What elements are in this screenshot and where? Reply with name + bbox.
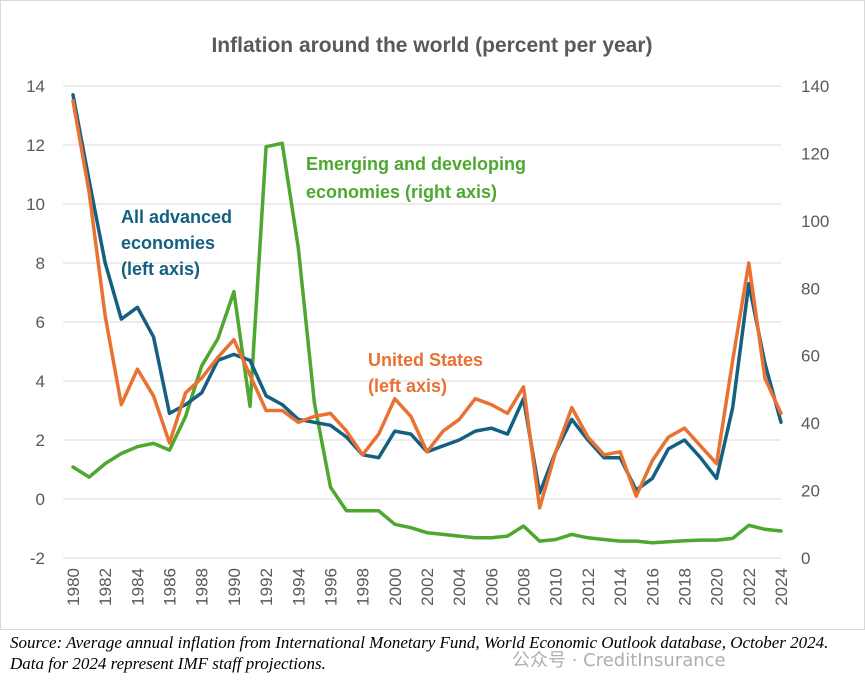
- series-lines: [71, 93, 783, 545]
- x-tick-label: 1996: [321, 568, 340, 606]
- x-tick-label: 1994: [289, 568, 308, 606]
- right-axis-ticks: 0 20 40 60 80 100 120 140: [801, 77, 829, 568]
- source-note: Source: Average annual inflation from In…: [10, 633, 829, 673]
- us-label-line-2: (left axis): [368, 376, 447, 396]
- x-tick-label: 2016: [643, 568, 662, 606]
- x-tick-label: 2002: [418, 568, 437, 606]
- left-tick-label: 8: [36, 254, 45, 273]
- left-tick-label: 2: [36, 431, 45, 450]
- watermark: 公众号 · CreditInsurance: [512, 650, 726, 671]
- x-tick-label: 2006: [482, 568, 501, 606]
- us-label: United States (left axis): [368, 350, 488, 396]
- left-axis-ticks: -2 0 2 4 6 8 10 12 14: [26, 77, 45, 568]
- advanced-label: All advanced economies (left axis): [121, 207, 237, 279]
- emerging-label-line-1: Emerging and developing: [306, 154, 526, 174]
- inflation-chart: Inflation around the world (percent per …: [26, 34, 829, 606]
- emerging-label: Emerging and developing economies (right…: [306, 154, 531, 202]
- left-tick-label: 14: [26, 77, 45, 96]
- left-tick-label: -2: [30, 549, 45, 568]
- x-tick-label: 1992: [257, 568, 276, 606]
- chart-frame: Inflation around the world (percent per …: [0, 0, 865, 630]
- x-tick-label: 2020: [708, 568, 727, 606]
- x-tick-label: 2004: [450, 568, 469, 606]
- right-tick-label: 20: [801, 482, 820, 501]
- x-tick-label: 2024: [772, 568, 791, 606]
- series-line-2: [71, 99, 783, 510]
- left-tick-label: 12: [26, 136, 45, 155]
- x-tick-label: 2018: [675, 568, 694, 606]
- right-tick-label: 140: [801, 77, 829, 96]
- right-tick-label: 40: [801, 414, 820, 433]
- right-tick-label: 0: [801, 549, 810, 568]
- advanced-label-line-3: (left axis): [121, 259, 200, 279]
- x-tick-label: 1998: [354, 568, 373, 606]
- series-line-0: [71, 141, 783, 545]
- chart-title: Inflation around the world (percent per …: [211, 34, 652, 57]
- advanced-label-line-1: All advanced: [121, 207, 232, 227]
- x-axis-ticks: 1980 1982 1984 1986 1988 1990 1992 1994 1996 1998…: [64, 568, 791, 606]
- right-tick-label: 120: [801, 144, 829, 163]
- advanced-label-line-2: economies: [121, 233, 215, 253]
- right-tick-label: 60: [801, 347, 820, 366]
- x-tick-label: 1984: [128, 568, 147, 606]
- x-tick-label: 2000: [386, 568, 405, 606]
- emerging-label-line-2: economies (right axis): [306, 182, 497, 202]
- x-tick-label: 1990: [225, 568, 244, 606]
- x-tick-label: 1980: [64, 568, 83, 606]
- x-tick-label: 2008: [515, 568, 534, 606]
- left-tick-label: 6: [36, 313, 45, 332]
- x-tick-label: 2022: [740, 568, 759, 606]
- us-label-line-1: United States: [368, 350, 483, 370]
- gridlines: [63, 85, 781, 559]
- left-tick-label: 4: [36, 372, 45, 391]
- x-tick-label: 1988: [193, 568, 212, 606]
- x-tick-label: 2010: [547, 568, 566, 606]
- left-tick-label: 0: [36, 490, 45, 509]
- x-tick-label: 2012: [579, 568, 598, 606]
- x-tick-label: 1986: [161, 568, 180, 606]
- x-tick-label: 1982: [96, 568, 115, 606]
- right-tick-label: 100: [801, 212, 829, 231]
- right-tick-label: 80: [801, 279, 820, 298]
- x-tick-label: 2014: [611, 568, 630, 606]
- left-tick-label: 10: [26, 195, 45, 214]
